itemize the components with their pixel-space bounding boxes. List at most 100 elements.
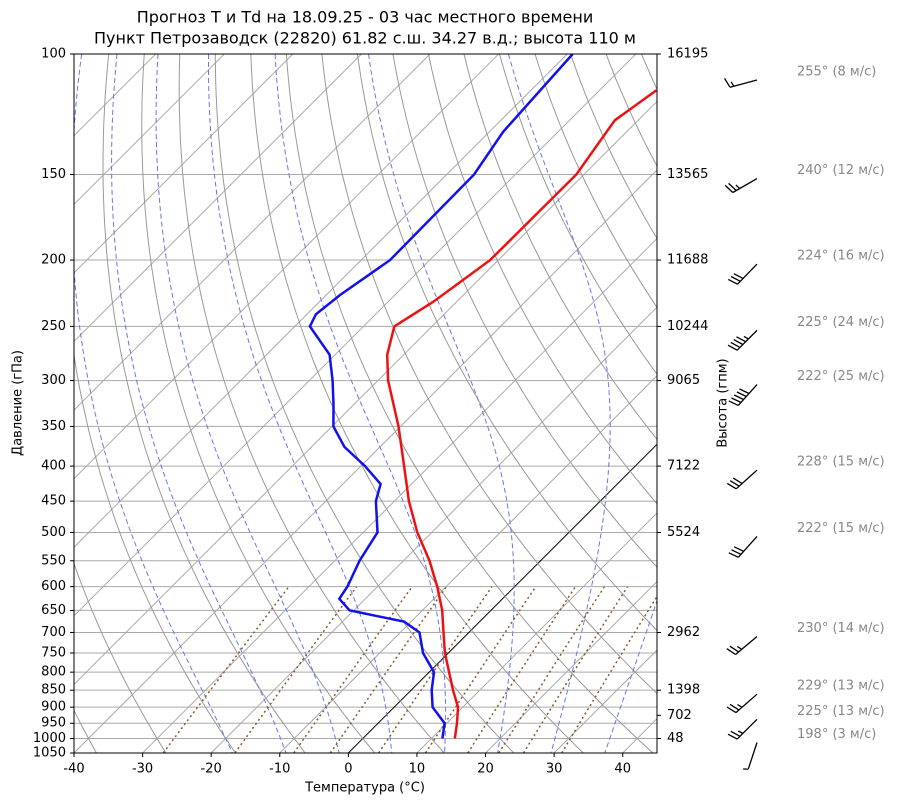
x-axis-label: Температура (°C)	[304, 781, 425, 796]
dry-adiabat	[141, 54, 376, 753]
wind-barb	[728, 536, 758, 558]
y-tick-label: 800	[41, 665, 66, 680]
dry-adiabat	[250, 54, 584, 753]
wind-barb	[743, 742, 758, 770]
isotherm	[74, 54, 362, 343]
dry-adiabat	[605, 54, 657, 168]
y-tick-label: 650	[41, 603, 66, 618]
y-tick-label: 950	[41, 716, 66, 731]
y2-tick-label: 702	[667, 708, 692, 723]
mixing-ratio	[234, 586, 358, 753]
chart-subtitle: Пункт Петрозаводск (22820) 61.82 с.ш. 34…	[94, 29, 636, 48]
mixing-ratio	[498, 586, 606, 753]
profiles	[308, 54, 657, 739]
moist-adiabat	[111, 54, 287, 753]
y2-tick-label: 5524	[667, 525, 700, 540]
profile-line	[385, 89, 657, 739]
dry-adiabat	[74, 562, 167, 753]
isotherm	[74, 54, 225, 206]
wind-label: 229° (13 м/с)	[797, 679, 885, 694]
x-tick-label: -10	[269, 762, 290, 777]
y-tick-label: 200	[41, 253, 66, 268]
dry-adiabat	[748, 54, 900, 753]
dry-adiabat	[285, 54, 654, 753]
y-tick-label: 550	[41, 553, 66, 568]
wind-label: 255° (8 м/с)	[797, 65, 876, 80]
moist-adiabat	[274, 54, 447, 753]
wind-label: 225° (24 м/с)	[797, 315, 885, 330]
y2-tick-label: 16195	[667, 47, 708, 62]
isotherm	[74, 54, 568, 548]
dry-adiabat	[102, 54, 306, 753]
wind-label: 228° (15 м/с)	[797, 455, 885, 470]
y-tick-label: 450	[41, 494, 66, 509]
wind-barb	[727, 329, 758, 351]
wind-barb	[723, 78, 758, 88]
y-tick-label: 400	[41, 459, 66, 474]
dry-adiabat	[356, 54, 657, 632]
mixing-ratio	[377, 586, 493, 753]
x-tick-label: 20	[477, 762, 494, 777]
wind-label: 222° (25 м/с)	[797, 369, 885, 384]
isotherm	[74, 54, 500, 480]
wind-barb	[727, 718, 758, 740]
moist-adiabat	[74, 54, 233, 753]
dry-adiabat	[855, 54, 900, 753]
y-tick-label: 350	[41, 419, 66, 434]
wind-label: 222° (15 м/с)	[797, 521, 885, 536]
y2-axis-label: Высота (гпм)	[716, 358, 731, 447]
wind-label: 224° (16 м/с)	[797, 249, 885, 264]
mixing-ratio	[293, 586, 413, 753]
plot-frame	[73, 53, 658, 754]
profile-line	[308, 54, 574, 739]
x-tick-label: 30	[546, 762, 563, 777]
y-tick-label: 300	[41, 373, 66, 388]
x-tick-label: 10	[409, 762, 426, 777]
y-tick-label: 850	[41, 683, 66, 698]
wind-label: 198° (3 м/с)	[797, 727, 876, 742]
mixing-ratio	[424, 586, 537, 753]
wind-barb	[724, 177, 758, 194]
wind-barb	[726, 635, 758, 656]
background-lines	[74, 54, 900, 753]
y2-tick-label: 10244	[667, 319, 708, 334]
isotherm	[485, 580, 657, 753]
y-tick-label: 1000	[33, 731, 66, 746]
wind-label: 240° (12 м/с)	[797, 163, 885, 178]
moist-adiabat	[208, 54, 393, 753]
dry-adiabat	[321, 54, 657, 695]
isotherm	[74, 54, 431, 411]
dry-adiabat	[178, 54, 445, 753]
y-tick-label: 250	[41, 319, 66, 334]
x-tick-label: -20	[201, 762, 222, 777]
moist-adiabat	[155, 54, 340, 753]
dry-adiabat	[570, 54, 657, 240]
isotherm	[760, 54, 900, 753]
isotherm	[74, 54, 637, 617]
x-tick-label: -30	[132, 762, 153, 777]
mixing-ratio	[522, 586, 629, 753]
x-tick-label: 0	[344, 762, 352, 777]
isotherm	[416, 512, 657, 753]
isotherm	[74, 100, 657, 686]
y-tick-label: 700	[41, 625, 66, 640]
dry-adiabat	[819, 54, 900, 753]
y-tick-label: 900	[41, 700, 66, 715]
y-tick-label: 100	[41, 47, 66, 62]
wind-barb	[726, 469, 758, 490]
isotherm	[142, 237, 657, 753]
y2-tick-label: 2962	[667, 625, 700, 640]
y2-tick-label: 7122	[667, 459, 700, 474]
dry-adiabat	[463, 54, 657, 441]
isotherm	[74, 54, 294, 274]
x-tick-label: -40	[63, 762, 84, 777]
isotherm	[210, 306, 657, 753]
y-tick-label: 600	[41, 579, 66, 594]
y2-tick-label: 11688	[667, 253, 708, 268]
moist-adiabat	[604, 599, 657, 753]
y-axis-label: Давление (гПа)	[11, 350, 26, 456]
mixing-ratio	[467, 586, 577, 753]
y2-tick-label: 13565	[667, 167, 708, 182]
